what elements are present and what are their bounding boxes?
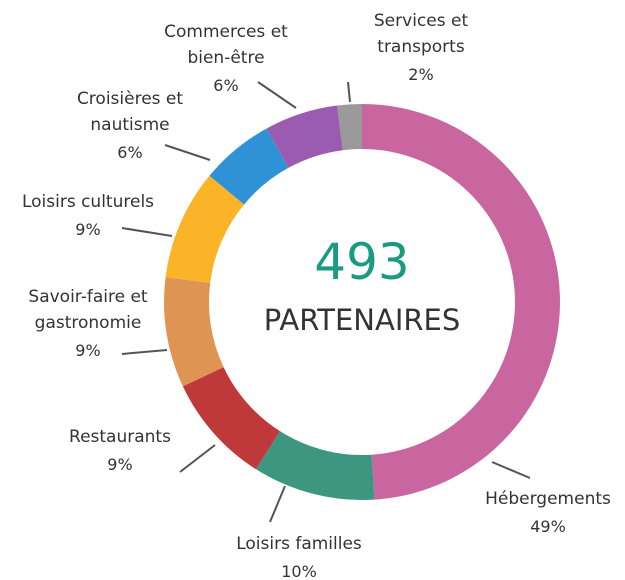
- value-label: 6%: [117, 143, 143, 162]
- donut-segment: [255, 431, 375, 500]
- segment-label: Loisirs culturels 9%: [3, 189, 173, 245]
- category-name: Loisirs familles: [236, 534, 362, 554]
- value-label: 2%: [408, 65, 434, 84]
- segment-label: Loisirs familles 10%: [199, 531, 399, 580]
- donut-segment: [337, 104, 362, 151]
- category-name: Croisières et nautisme: [76, 89, 184, 135]
- segment-label: Commerces et bien-être 6%: [146, 19, 306, 101]
- donut-segment: [182, 367, 281, 470]
- donut-segment: [266, 105, 343, 168]
- donut-segment: [362, 104, 560, 500]
- value-label: 10%: [281, 562, 317, 580]
- category-name: Hébergements: [485, 489, 611, 509]
- category-name: Services et transports: [373, 11, 469, 57]
- value-label: 9%: [75, 341, 101, 360]
- value-label: 9%: [107, 455, 133, 474]
- category-name: Restaurants: [69, 427, 171, 447]
- value-label: 9%: [75, 220, 101, 239]
- category-name: Savoir-faire et gastronomie: [28, 287, 148, 333]
- donut-segment: [165, 175, 245, 283]
- segment-label: Croisières et nautisme 6%: [55, 86, 205, 168]
- donut-segment: [164, 277, 224, 387]
- category-name: Commerces et bien-être: [164, 22, 288, 68]
- leader-line: [164, 144, 211, 161]
- leader-line: [269, 485, 286, 523]
- center-label: PARTENAIRES: [263, 303, 461, 337]
- leader-line: [121, 349, 168, 355]
- segment-label: Restaurants 9%: [40, 424, 200, 480]
- center-value: 493: [314, 233, 410, 291]
- segment-label: Services et transports 2%: [356, 8, 486, 90]
- leader-line: [347, 81, 351, 103]
- leader-line: [257, 81, 297, 109]
- segment-label: Savoir-faire et gastronomie 9%: [3, 284, 173, 366]
- segment-label: Hébergements 49%: [468, 486, 625, 542]
- value-label: 6%: [213, 76, 239, 95]
- leader-line: [121, 227, 173, 237]
- leader-line: [491, 461, 531, 479]
- donut-segment: [209, 128, 289, 205]
- leader-line: [179, 444, 216, 473]
- value-label: 49%: [530, 517, 566, 536]
- category-name: Loisirs culturels: [21, 192, 155, 212]
